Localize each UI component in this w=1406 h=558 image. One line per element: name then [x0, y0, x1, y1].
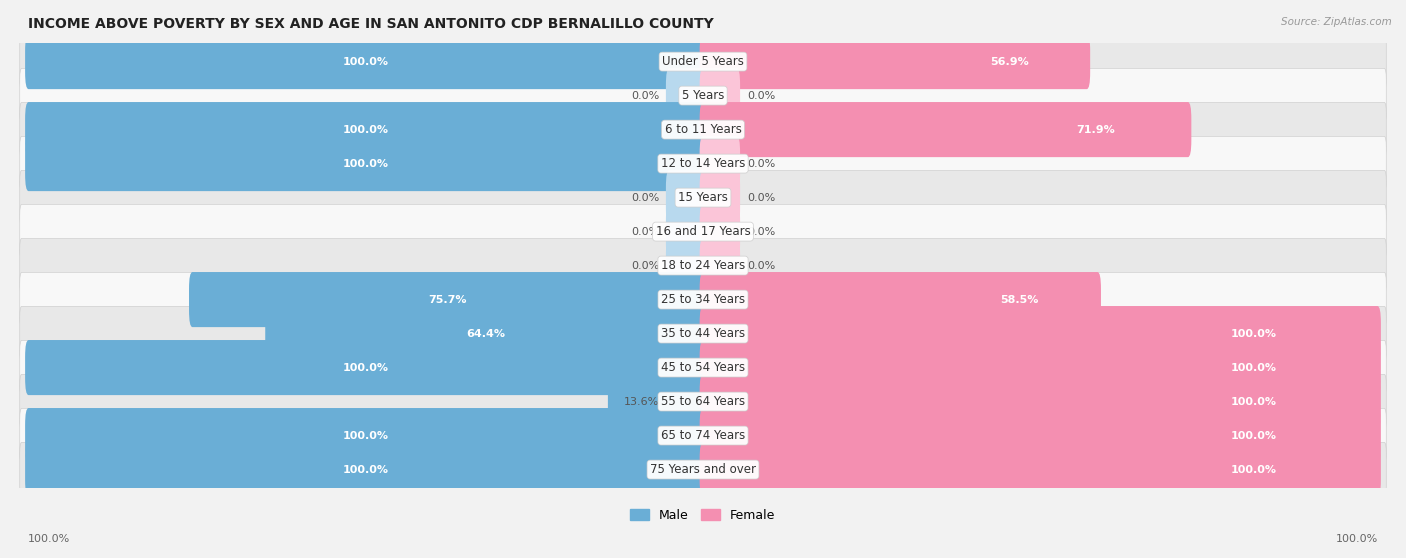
Text: 5 Years: 5 Years [682, 89, 724, 102]
Text: 65 to 74 Years: 65 to 74 Years [661, 429, 745, 442]
FancyBboxPatch shape [700, 136, 740, 191]
Text: 13.6%: 13.6% [624, 397, 659, 407]
FancyBboxPatch shape [20, 238, 1386, 293]
FancyBboxPatch shape [700, 442, 1381, 497]
FancyBboxPatch shape [20, 35, 1386, 89]
Text: 0.0%: 0.0% [631, 90, 659, 100]
FancyBboxPatch shape [700, 306, 1381, 361]
Text: 100.0%: 100.0% [1230, 465, 1277, 474]
FancyBboxPatch shape [700, 340, 1381, 395]
Text: 45 to 54 Years: 45 to 54 Years [661, 361, 745, 374]
FancyBboxPatch shape [20, 408, 1386, 463]
FancyBboxPatch shape [20, 374, 1386, 429]
FancyBboxPatch shape [20, 340, 1386, 395]
FancyBboxPatch shape [700, 102, 1191, 157]
FancyBboxPatch shape [20, 204, 1386, 259]
Text: 100.0%: 100.0% [343, 363, 388, 373]
Text: 100.0%: 100.0% [1230, 329, 1277, 339]
Text: Under 5 Years: Under 5 Years [662, 55, 744, 68]
Text: 0.0%: 0.0% [747, 90, 775, 100]
Text: 25 to 34 Years: 25 to 34 Years [661, 293, 745, 306]
FancyBboxPatch shape [25, 136, 706, 191]
Text: 6 to 11 Years: 6 to 11 Years [665, 123, 741, 136]
FancyBboxPatch shape [25, 102, 706, 157]
FancyBboxPatch shape [607, 374, 706, 429]
Text: 100.0%: 100.0% [1336, 534, 1378, 544]
Text: 100.0%: 100.0% [1230, 397, 1277, 407]
FancyBboxPatch shape [700, 34, 1090, 89]
Text: 0.0%: 0.0% [631, 227, 659, 237]
Text: 18 to 24 Years: 18 to 24 Years [661, 259, 745, 272]
FancyBboxPatch shape [25, 408, 706, 463]
Text: 12 to 14 Years: 12 to 14 Years [661, 157, 745, 170]
FancyBboxPatch shape [20, 272, 1386, 327]
Text: 0.0%: 0.0% [631, 261, 659, 271]
Text: 64.4%: 64.4% [467, 329, 505, 339]
FancyBboxPatch shape [666, 170, 706, 225]
Text: 0.0%: 0.0% [747, 227, 775, 237]
FancyBboxPatch shape [666, 68, 706, 123]
Text: 100.0%: 100.0% [343, 465, 388, 474]
Text: 0.0%: 0.0% [747, 261, 775, 271]
FancyBboxPatch shape [20, 442, 1386, 497]
Text: 35 to 44 Years: 35 to 44 Years [661, 327, 745, 340]
FancyBboxPatch shape [700, 374, 1381, 429]
Text: 100.0%: 100.0% [1230, 363, 1277, 373]
FancyBboxPatch shape [666, 238, 706, 293]
FancyBboxPatch shape [700, 408, 1381, 463]
FancyBboxPatch shape [20, 103, 1386, 157]
FancyBboxPatch shape [666, 204, 706, 259]
FancyBboxPatch shape [188, 272, 706, 327]
Text: 55 to 64 Years: 55 to 64 Years [661, 395, 745, 408]
FancyBboxPatch shape [700, 204, 740, 259]
Text: Source: ZipAtlas.com: Source: ZipAtlas.com [1281, 17, 1392, 27]
FancyBboxPatch shape [20, 170, 1386, 225]
Text: 0.0%: 0.0% [747, 158, 775, 169]
Text: 16 and 17 Years: 16 and 17 Years [655, 225, 751, 238]
Text: INCOME ABOVE POVERTY BY SEX AND AGE IN SAN ANTONITO CDP BERNALILLO COUNTY: INCOME ABOVE POVERTY BY SEX AND AGE IN S… [28, 17, 714, 31]
FancyBboxPatch shape [700, 68, 740, 123]
Text: 0.0%: 0.0% [747, 193, 775, 203]
FancyBboxPatch shape [700, 272, 1101, 327]
FancyBboxPatch shape [20, 136, 1386, 191]
FancyBboxPatch shape [20, 69, 1386, 123]
Text: 75.7%: 75.7% [429, 295, 467, 305]
FancyBboxPatch shape [25, 34, 706, 89]
Text: 0.0%: 0.0% [631, 193, 659, 203]
Text: 100.0%: 100.0% [343, 431, 388, 441]
FancyBboxPatch shape [25, 340, 706, 395]
Text: 15 Years: 15 Years [678, 191, 728, 204]
Text: 100.0%: 100.0% [343, 56, 388, 66]
FancyBboxPatch shape [20, 306, 1386, 361]
Text: 100.0%: 100.0% [1230, 431, 1277, 441]
Legend: Male, Female: Male, Female [630, 509, 776, 522]
Text: 75 Years and over: 75 Years and over [650, 463, 756, 476]
Text: 100.0%: 100.0% [343, 124, 388, 134]
FancyBboxPatch shape [700, 238, 740, 293]
Text: 71.9%: 71.9% [1077, 124, 1115, 134]
FancyBboxPatch shape [700, 170, 740, 225]
FancyBboxPatch shape [266, 306, 706, 361]
Text: 100.0%: 100.0% [343, 158, 388, 169]
Text: 100.0%: 100.0% [28, 534, 70, 544]
Text: 56.9%: 56.9% [990, 56, 1029, 66]
Text: 58.5%: 58.5% [1000, 295, 1039, 305]
FancyBboxPatch shape [25, 442, 706, 497]
